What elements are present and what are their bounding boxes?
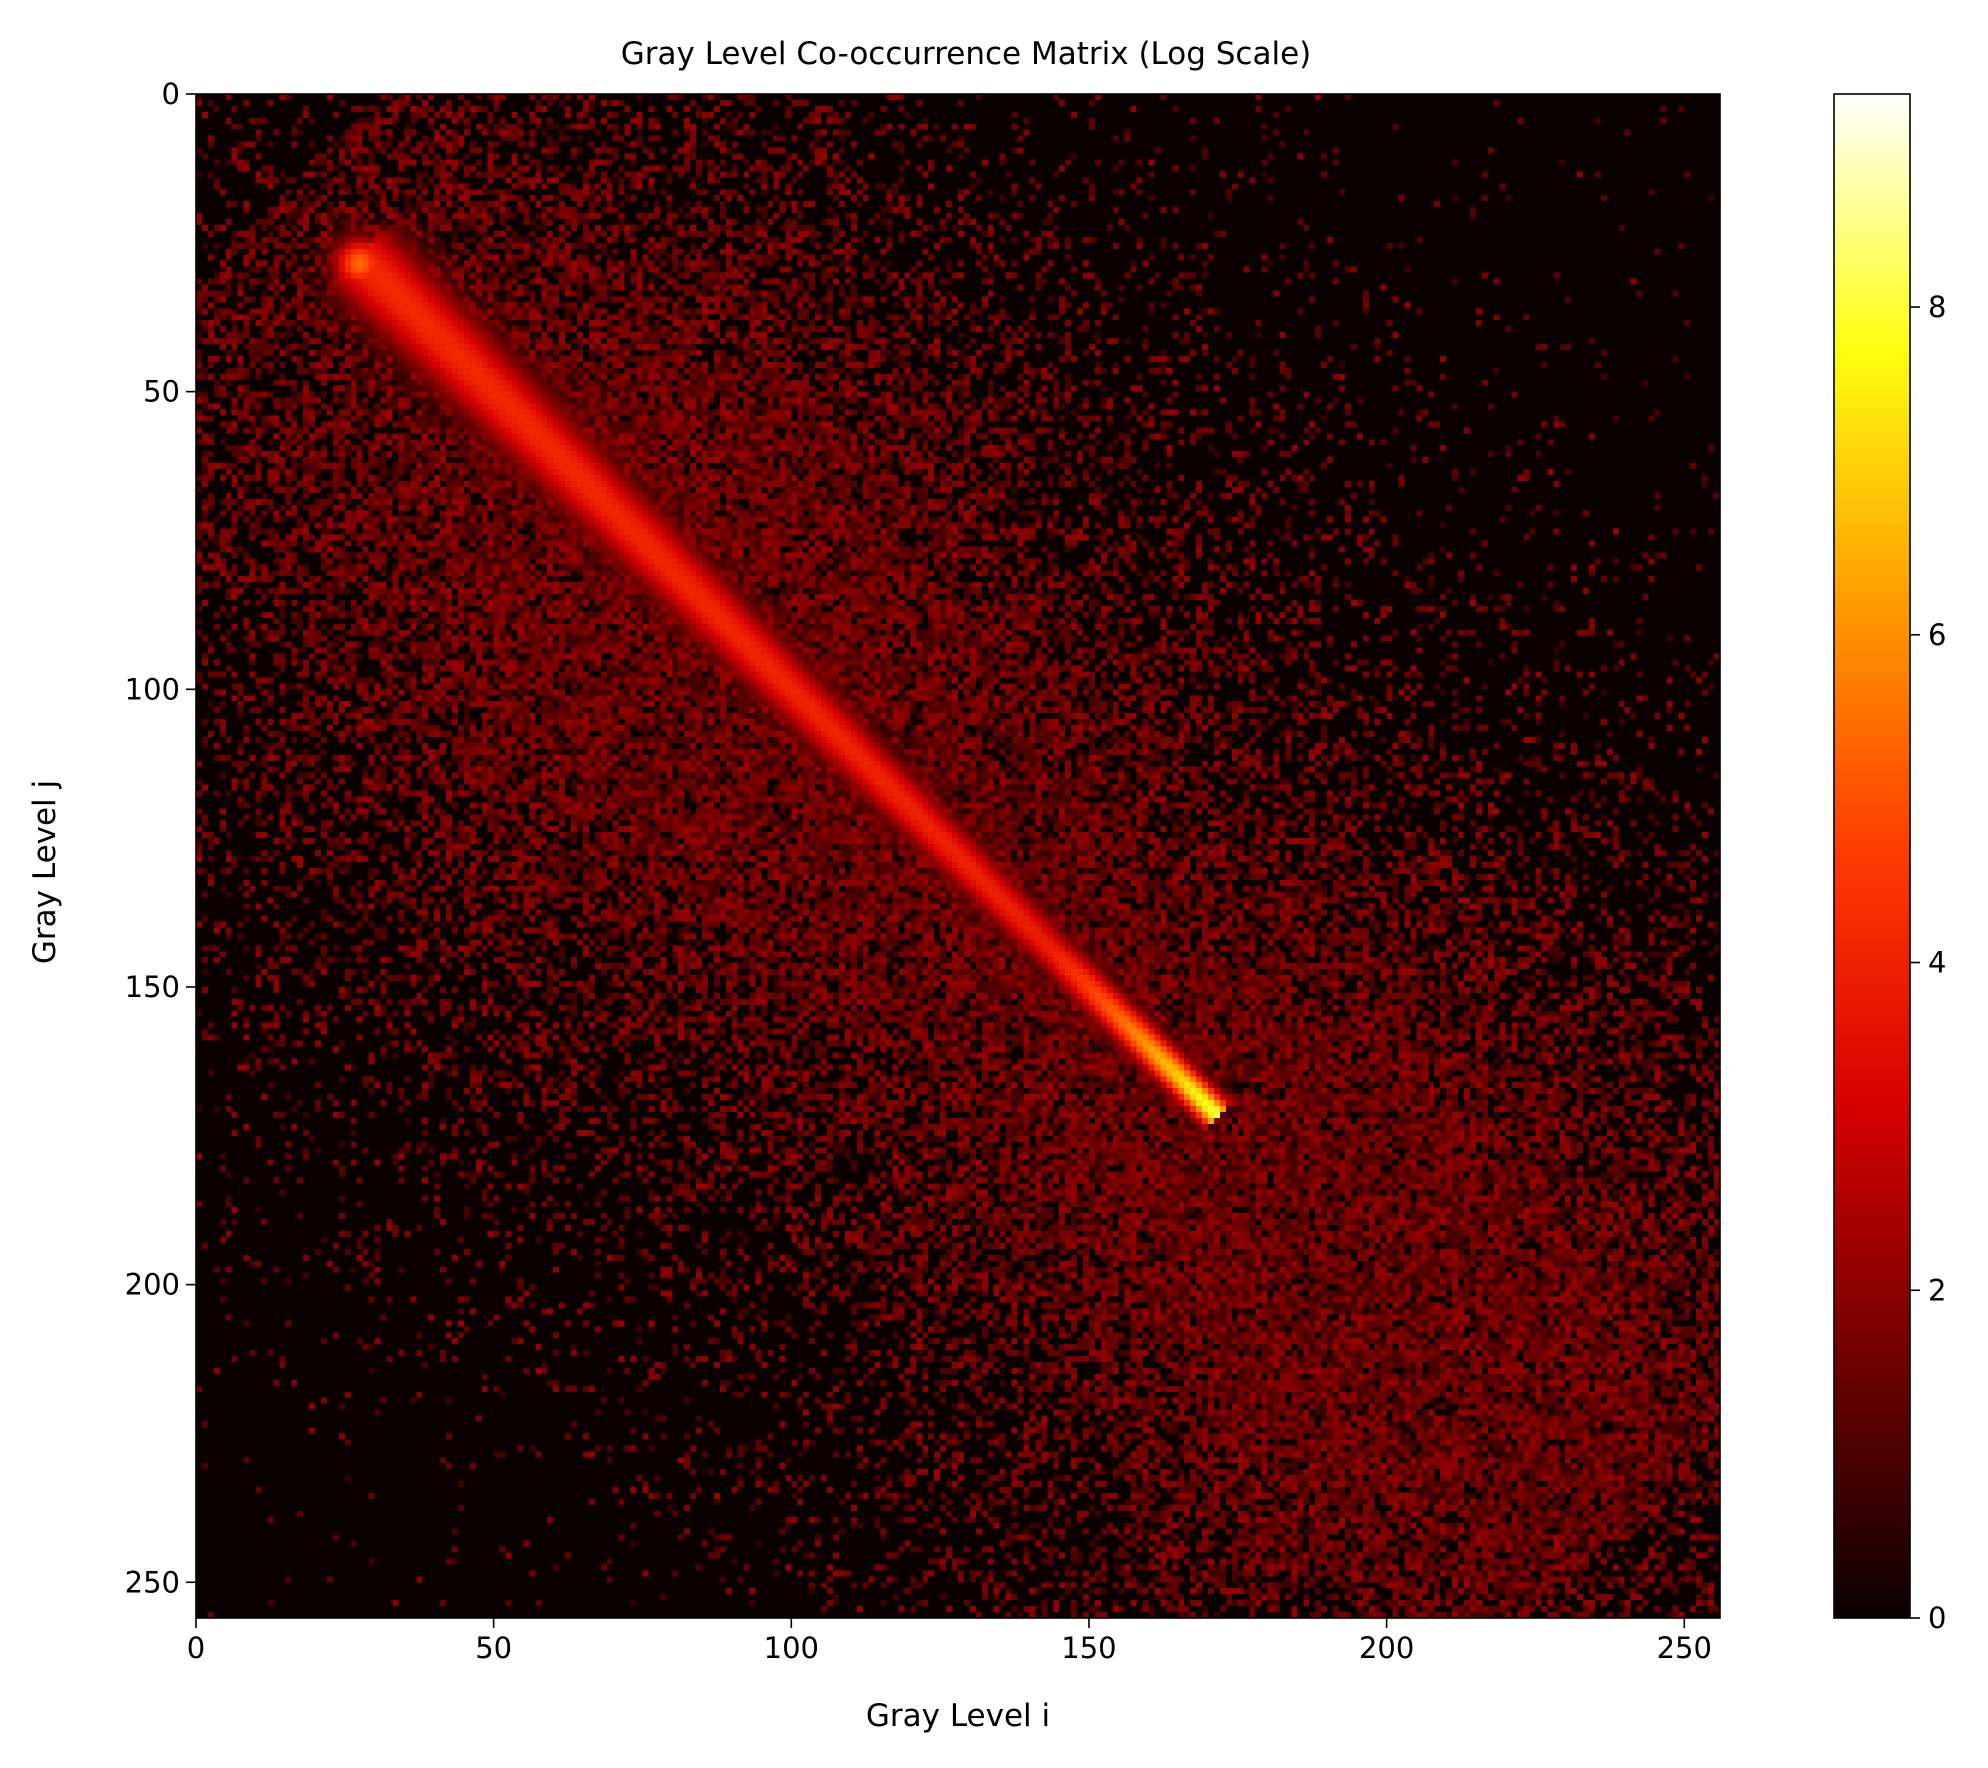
- y-axis-label: Gray Level j: [27, 780, 63, 964]
- colorbar-tick-label: 4: [1928, 946, 1946, 980]
- x-tick-label: 250: [1657, 1631, 1712, 1665]
- x-tick-label: 200: [1359, 1631, 1414, 1665]
- y-tick-label: 250: [125, 1565, 180, 1599]
- y-tick-label: 100: [125, 672, 180, 706]
- x-axis-label: Gray Level i: [866, 1698, 1050, 1734]
- y-tick-label: 150: [125, 970, 180, 1004]
- y-axis: 0 50 100 150 200 250: [125, 77, 196, 1599]
- colorbar-fill: [1833, 93, 1911, 1619]
- colorbar-tick-label: 6: [1928, 618, 1946, 652]
- colorbar-tick-label: 0: [1928, 1601, 1946, 1635]
- x-tick-label: 0: [187, 1631, 205, 1665]
- colorbar-ticks: 0 2 4 6 8: [1910, 290, 1946, 1635]
- colorbar-tick-label: 8: [1928, 290, 1946, 324]
- y-tick-label: 50: [143, 375, 180, 409]
- heatmap-image-wrapper: [196, 94, 1720, 1618]
- colorbar: 0 2 4 6 8: [1833, 93, 1946, 1635]
- y-tick-label: 200: [125, 1268, 180, 1302]
- chart-title: Gray Level Co-occurrence Matrix (Log Sca…: [621, 36, 1312, 72]
- x-axis: 0 50 100 150 200 250: [187, 1618, 1712, 1665]
- colorbar-tick-label: 2: [1928, 1273, 1946, 1307]
- x-tick-label: 150: [1061, 1631, 1116, 1665]
- plot-frame: [195, 93, 1721, 1619]
- x-tick-label: 100: [764, 1631, 819, 1665]
- heatmap-area: [195, 93, 1721, 1619]
- x-tick-label: 50: [475, 1631, 512, 1665]
- y-tick-label: 0: [162, 77, 180, 111]
- heatmap-image: [196, 94, 1720, 1618]
